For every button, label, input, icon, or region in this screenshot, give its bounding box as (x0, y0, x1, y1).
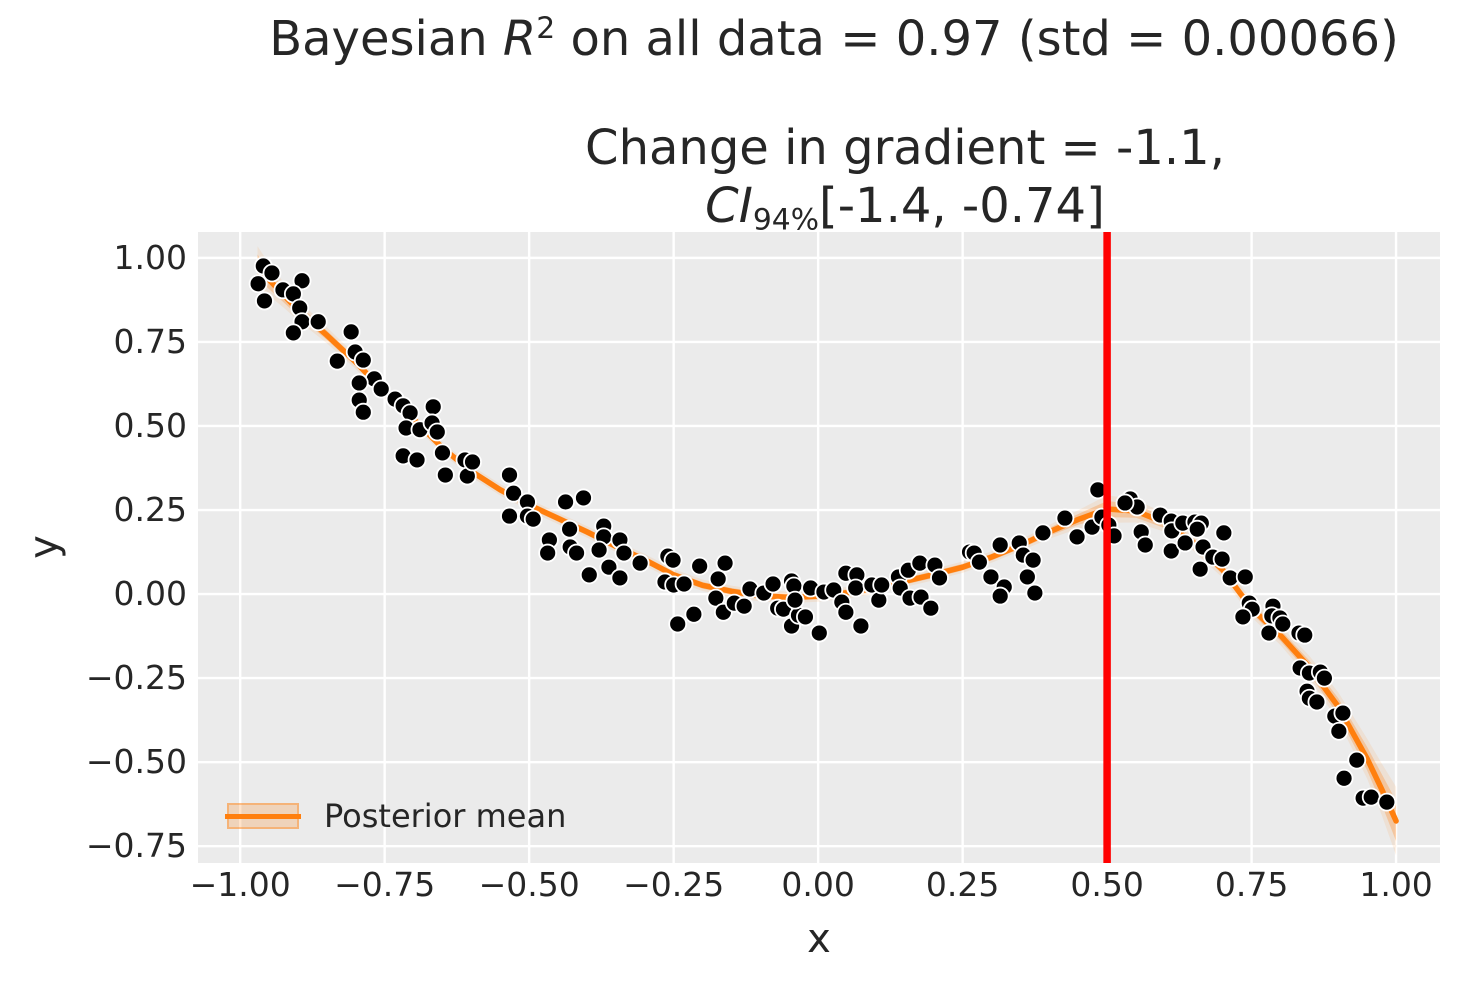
svg-text:0.75: 0.75 (1215, 865, 1288, 904)
y-axis-label: y (21, 535, 67, 559)
svg-text:1.00: 1.00 (1359, 865, 1432, 904)
svg-text:−0.75: −0.75 (334, 865, 435, 904)
svg-text:0.00: 0.00 (114, 574, 187, 613)
axes-title: Change in gradient = -1.1, CI94%[-1.4, -… (585, 120, 1225, 235)
figure-title-sup: 2 (536, 11, 556, 46)
svg-text:0.50: 0.50 (114, 406, 187, 445)
svg-text:−0.75: −0.75 (86, 826, 187, 865)
x-tick-labels: −1.00 −0.75 −0.50 −0.25 0.00 0.25 0.50 0.75 1.00 (190, 865, 1433, 904)
figure-title: Bayesian R2 on all data = 0.97 (std = 0.… (269, 11, 1399, 67)
axes-title-line2: CI94%[-1.4, -0.74] (585, 178, 1225, 236)
svg-text:−0.50: −0.50 (479, 865, 580, 904)
legend-posterior-line (225, 813, 301, 819)
x-axis-label: x (807, 916, 831, 962)
ci-subscript: 94% (752, 202, 819, 238)
figure-title-post: on all data = 0.97 (std = 0.00066) (555, 11, 1399, 67)
svg-text:0.25: 0.25 (114, 490, 187, 529)
svg-text:−0.25: −0.25 (623, 865, 724, 904)
svg-text:0.25: 0.25 (926, 865, 999, 904)
svg-text:0.75: 0.75 (114, 322, 187, 361)
figure-title-var: R (502, 11, 537, 67)
svg-text:−0.50: −0.50 (86, 742, 187, 781)
svg-text:−0.25: −0.25 (86, 658, 187, 697)
ci-symbol: CI (705, 177, 753, 234)
svg-text:0.00: 0.00 (781, 865, 854, 904)
svg-text:0.50: 0.50 (1070, 865, 1143, 904)
svg-text:1.00: 1.00 (114, 238, 187, 277)
axes-title-line1: Change in gradient = -1.1, (585, 120, 1225, 176)
legend-line-sample (225, 803, 301, 829)
figure-title-pre: Bayesian (269, 11, 503, 67)
scatter-points (248, 256, 1397, 812)
legend: Posterior mean (225, 797, 567, 835)
svg-text:−1.00: −1.00 (190, 865, 291, 904)
y-tick-labels: 1.00 0.75 0.50 0.25 0.00 −0.25 −0.50 −0.75 (86, 238, 187, 865)
ci-interval: [-1.4, -0.74] (818, 177, 1105, 234)
legend-label: Posterior mean (324, 797, 567, 835)
